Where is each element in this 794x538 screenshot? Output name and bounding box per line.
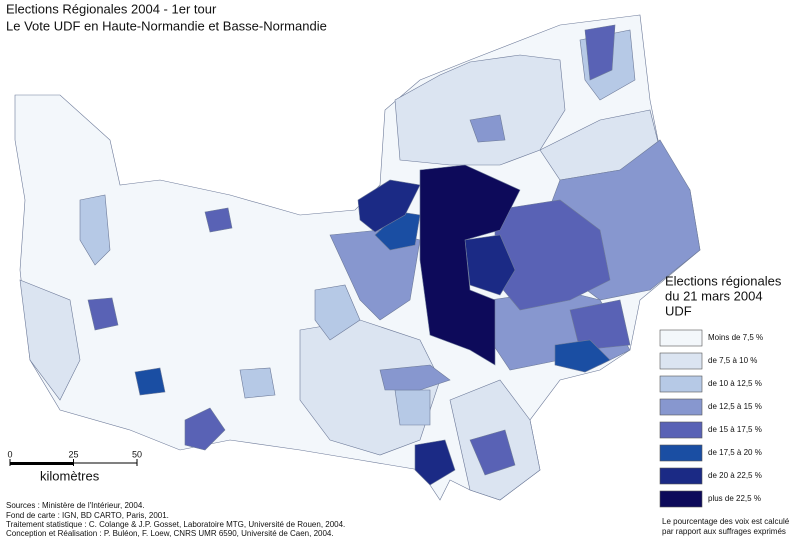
note: Le pourcentage des voix est calculé [662,517,790,526]
scale-segment [10,462,74,465]
legend-title: Elections régionales [665,273,782,288]
scale-tick-label: 25 [68,449,78,459]
legend-label: de 7,5 à 10 % [708,356,757,365]
legend-label: de 10 à 12,5 % [708,379,762,388]
note: par rapport aux suffrages exprimés [662,527,786,536]
region [314,284,361,341]
region [469,429,516,476]
source: Sources : Ministère de l'Intérieur, 2004… [6,501,145,510]
scale-tick-label: 50 [132,449,142,459]
title: Elections Régionales 2004 - 1er tour [6,1,217,16]
legend-swatch [659,467,703,485]
source: Traitement statistique : C. Colange & J.… [6,520,345,529]
region [79,194,111,266]
legend: Moins de 7,5 % de 7,5 à 10 % de 10 à 12,5 … [659,329,763,508]
scale-bar: kilomètres 0 25 50 [7,449,142,483]
legend-swatch [659,329,703,347]
source: Conception et Réalisation : P. Buléon, F… [6,529,334,538]
region [394,389,431,426]
region [239,367,276,399]
legend-label: de 20 à 22,5 % [708,471,762,480]
region [394,54,566,166]
scale-tick-label: 0 [7,449,12,459]
legend-label: de 15 à 17,5 % [708,425,762,434]
scale-label: kilomètres [40,468,100,483]
legend-swatch [659,421,703,439]
legend-swatch [659,444,703,462]
legend-swatch [659,398,703,416]
region [204,207,233,233]
legend-label: plus de 22,5 % [708,494,761,503]
region [464,234,516,296]
legend-swatch [659,352,703,370]
region [584,24,616,81]
region [357,179,421,233]
region [554,339,611,373]
legend-label: de 12,5 à 15 % [708,402,762,411]
region [87,297,119,331]
legend-label: de 17,5 à 20 % [708,448,762,457]
legend-swatch [659,490,703,508]
region [419,164,521,366]
regions [14,14,701,501]
legend-title: du 21 mars 2004 [665,288,763,303]
region [19,279,81,401]
legend-swatch [659,375,703,393]
region [379,364,451,391]
region [469,114,506,143]
legend-title: UDF [665,303,692,318]
region [414,439,456,486]
legend-label: Moins de 7,5 % [708,333,763,342]
subtitle: Le Vote UDF en Haute-Normandie et Basse-… [6,18,327,33]
region [134,367,166,396]
region [184,407,226,451]
source: Fond de carte : IGN, BD CARTO, Paris, 20… [6,511,169,520]
region [569,299,631,351]
